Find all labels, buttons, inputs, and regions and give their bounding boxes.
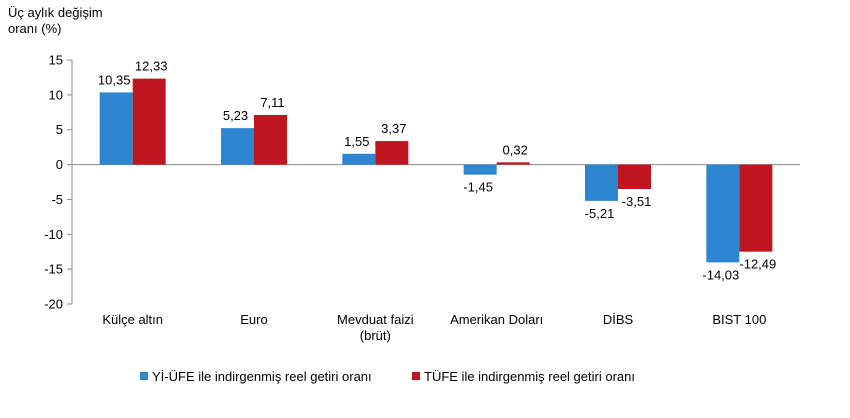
data-label: 1,55 <box>344 134 369 149</box>
category-label: BIST 100 <box>712 312 766 327</box>
data-label: -3,51 <box>622 194 652 209</box>
bar-yi-ufe <box>706 164 740 263</box>
data-label: 12,33 <box>135 59 168 74</box>
legend-label: Yİ-ÜFE ile indirgenmiş reel getiri oranı <box>152 369 372 384</box>
bar-tufe <box>739 164 773 252</box>
category-label: Külçe altın <box>102 312 163 327</box>
category-label: Mevduat faizi <box>337 312 414 327</box>
category-label: Amerikan Doları <box>450 312 543 327</box>
bar-yi-ufe <box>585 164 618 201</box>
legend: Yİ-ÜFE ile indirgenmiş reel getiri oranı… <box>140 369 635 384</box>
data-label: -14,03 <box>702 267 739 282</box>
data-label: -5,21 <box>585 206 615 221</box>
bar-yi-ufe <box>221 128 254 165</box>
data-label: 0,32 <box>503 142 528 157</box>
bar-tufe <box>254 115 287 165</box>
bar-tufe <box>618 164 651 190</box>
y-tick-label: 15 <box>49 53 63 68</box>
y-tick-label: 10 <box>49 87 63 102</box>
legend-swatch <box>140 372 148 380</box>
y-tick-label: -15 <box>44 262 63 277</box>
category-label: (brüt) <box>360 328 391 343</box>
data-label: 10,35 <box>98 72 131 87</box>
data-label: 5,23 <box>223 108 248 123</box>
bar-tufe <box>132 78 166 165</box>
bar-tufe <box>496 162 530 165</box>
data-label: 7,11 <box>260 95 284 110</box>
category-label: Euro <box>240 312 267 327</box>
data-label: -12,49 <box>739 257 776 272</box>
y-axis: 15 10 5 0 -5 -10 -15 -20 <box>44 53 800 312</box>
y-tick-label: 5 <box>56 122 63 137</box>
y-tick-label: -20 <box>44 297 63 312</box>
bar-yi-ufe <box>99 92 133 165</box>
data-label: -1,45 <box>463 180 493 195</box>
y-axis-title-line: oranı (%) <box>8 21 61 36</box>
data-label: 3,37 <box>381 121 406 136</box>
bar-yi-ufe <box>463 164 497 175</box>
bar-tufe <box>375 141 409 165</box>
category-label: DİBS <box>603 312 634 327</box>
y-tick-label: -10 <box>44 227 63 242</box>
y-axis-title-line: Üç aylık değişim <box>8 5 103 20</box>
data-labels: 10,35 12,33 5,23 7,11 1,55 3,37 -1,45 0,32 -5,21… <box>98 59 776 283</box>
y-tick-label: -5 <box>51 192 63 207</box>
y-tick-label: 0 <box>56 157 63 172</box>
x-axis-categories: Külçe altın Euro Mevduat faizi(brüt) Amerik… <box>102 312 766 343</box>
bar-yi-ufe <box>342 153 376 165</box>
legend-swatch <box>412 372 420 380</box>
legend-label: TÜFE ile indirgenmiş reel getiri oranı <box>424 369 635 384</box>
bars <box>99 78 773 263</box>
